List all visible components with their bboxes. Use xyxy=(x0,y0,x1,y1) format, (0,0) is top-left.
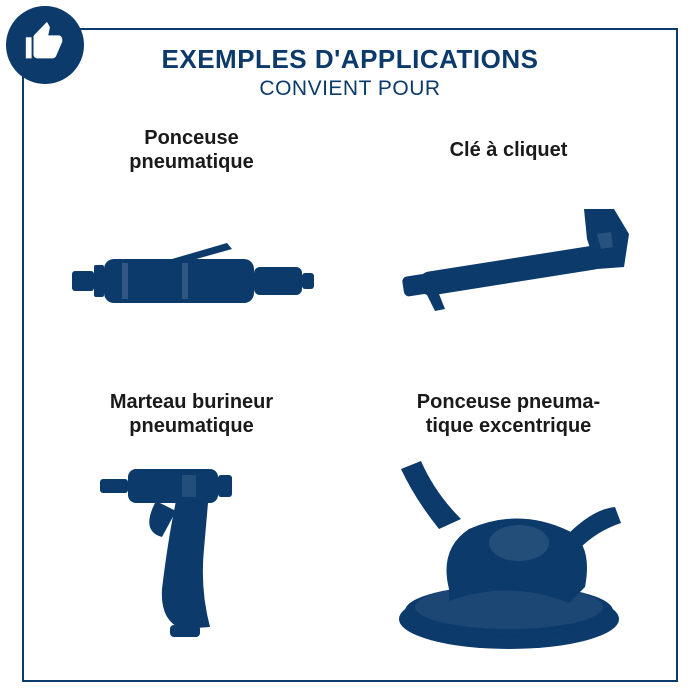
panel-title: EXEMPLES D'APPLICATIONS xyxy=(24,44,676,75)
tool-label: Clé à cliquet xyxy=(450,125,568,175)
tool-label: Ponceuse pneumatique xyxy=(129,125,253,175)
panel-header: EXEMPLES D'APPLICATIONS CONVIENT POUR xyxy=(24,30,676,119)
chisel-hammer-icon xyxy=(38,439,345,659)
applications-grid: Ponceuse pneumatique xyxy=(24,119,676,669)
thumbs-up-badge xyxy=(6,6,84,84)
applications-panel: EXEMPLES D'APPLICATIONS CONVIENT POUR Po… xyxy=(22,28,678,682)
orbital-sander-icon xyxy=(355,439,662,659)
grid-cell: Marteau burineur pneumatique xyxy=(38,383,345,659)
tool-label: Ponceuse pneuma- tique excentrique xyxy=(417,389,600,439)
grid-cell: Clé à cliquet xyxy=(355,119,662,383)
ratchet-wrench-icon xyxy=(355,175,662,383)
sander-pneumatic-icon xyxy=(38,175,345,383)
grid-cell: Ponceuse pneumatique xyxy=(38,119,345,383)
thumbs-up-icon xyxy=(22,20,68,71)
grid-cell: Ponceuse pneuma- tique excentrique xyxy=(355,383,662,659)
tool-label: Marteau burineur pneumatique xyxy=(110,389,273,439)
panel-subtitle: CONVIENT POUR xyxy=(24,77,676,101)
